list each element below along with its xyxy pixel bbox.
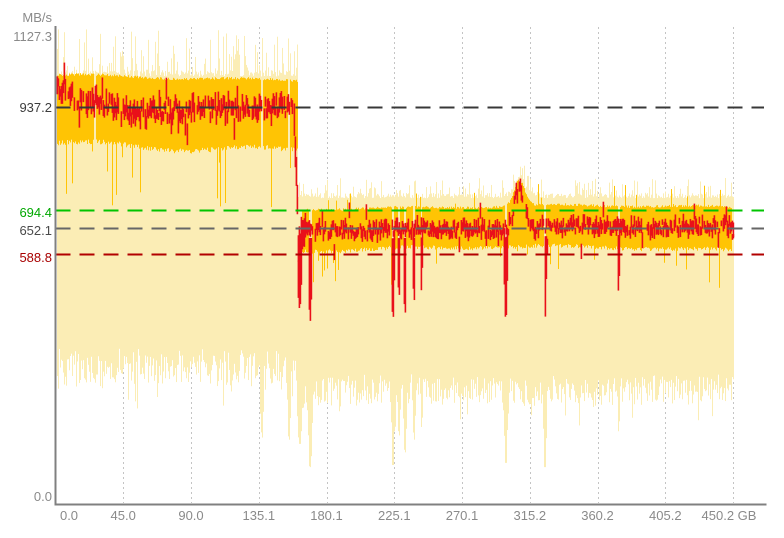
y-axis-label-588-8: 588.8 [19,250,52,265]
x-axis-label-225-1: 225.1 [378,508,411,523]
x-axis-label-0-0: 0.0 [59,508,79,523]
x-axis-label-360-2: 360.2 [581,508,614,523]
x-axis-label-450-2-gb: 450.2 GB [701,508,757,523]
x-axis-label-45-0: 45.0 [110,508,136,523]
x-axis-label-270-1: 270.1 [445,508,479,523]
x-axis-label-90-0: 90.0 [178,508,204,523]
y-axis-label-694-4: 694.4 [19,205,52,220]
y-axis-label-1127-3: 1127.3 [13,29,52,44]
y-axis-label-mb-s: MB/s [22,10,52,25]
y-axis-label-0-0: 0.0 [33,489,52,504]
x-axis-label-405-2: 405.2 [649,508,682,523]
y-axis-label-652-1: 652.1 [19,223,52,238]
y-axis-label-937-2: 937.2 [19,100,52,115]
x-axis-label-135-1: 135.1 [242,508,276,523]
x-axis-label-180-1: 180.1 [310,508,343,523]
x-axis-label-315-2: 315.2 [513,508,547,523]
